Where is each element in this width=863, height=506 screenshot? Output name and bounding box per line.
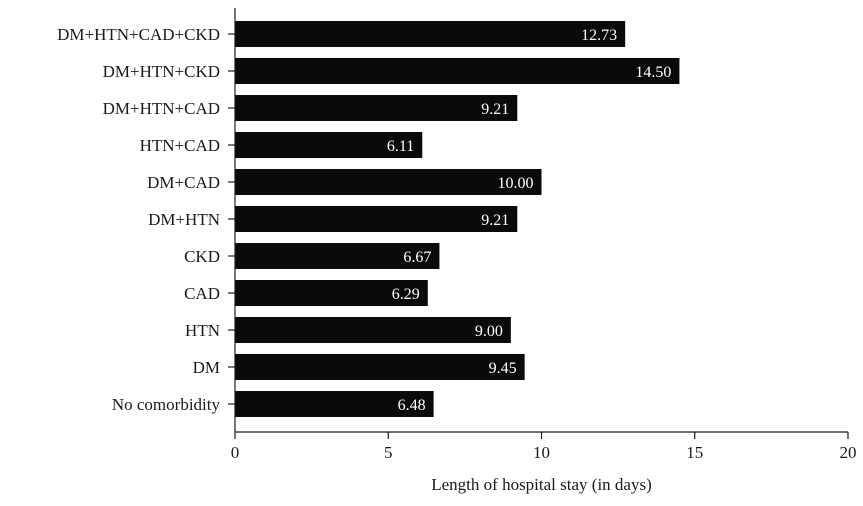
value-label-dm-htn-cad: 9.21 xyxy=(481,101,509,118)
value-label-no-comorbidity: 6.48 xyxy=(398,397,426,414)
value-label-htn: 9.00 xyxy=(475,323,503,340)
y-tick-label-dm: DM xyxy=(193,358,220,377)
value-label-dm-htn-ckd: 14.50 xyxy=(635,64,671,81)
bars-layer: 12.73 14.50 9.21 6.11 10.00 9.21 6.67 6.29 9.00 9… xyxy=(235,21,680,417)
bar-htn xyxy=(235,317,511,343)
y-tick-label-htn: HTN xyxy=(185,321,220,340)
x-tick-label-10: 10 xyxy=(533,443,550,462)
x-axis-title: Length of hospital stay (in days) xyxy=(431,475,652,494)
bar-dm-htn xyxy=(235,206,518,232)
bar-ckd xyxy=(235,243,440,269)
value-label-cad: 6.29 xyxy=(392,286,420,303)
y-tick-label-dm-htn: DM+HTN xyxy=(148,210,220,229)
value-label-htn-cad: 6.11 xyxy=(387,138,414,155)
value-label-dm-cad: 10.00 xyxy=(498,175,534,192)
bar-cad xyxy=(235,280,428,306)
x-tick-label-15: 15 xyxy=(686,443,703,462)
bar-dm-htn-cad-ckd xyxy=(235,21,626,47)
x-tick-label-0: 0 xyxy=(231,443,240,462)
value-label-dm: 9.45 xyxy=(489,360,517,377)
value-label-ckd: 6.67 xyxy=(403,249,431,266)
y-tick-label-cad: CAD xyxy=(184,284,220,303)
y-tick-label-dm-htn-cad: DM+HTN+CAD xyxy=(103,99,220,118)
bar-no-comorbidity xyxy=(235,391,434,417)
bar-dm-htn-cad xyxy=(235,95,518,121)
value-label-dm-htn-cad-ckd: 12.73 xyxy=(581,27,617,44)
y-tick-label-htn-cad: HTN+CAD xyxy=(140,136,220,155)
x-tick-label-5: 5 xyxy=(384,443,393,462)
y-axis-ticks: DM+HTN+CAD+CKD DM+HTN+CKD DM+HTN+CAD HTN+CA… xyxy=(57,25,235,414)
y-tick-label-dm-htn-ckd: DM+HTN+CKD xyxy=(103,62,220,81)
y-tick-label-dm-cad: DM+CAD xyxy=(147,173,220,192)
bar-htn-cad xyxy=(235,132,423,158)
x-tick-label-20: 20 xyxy=(840,443,857,462)
bar-dm-htn-ckd xyxy=(235,58,680,84)
bar-dm xyxy=(235,354,525,380)
bar-dm-cad xyxy=(235,169,542,195)
value-label-dm-htn: 9.21 xyxy=(481,212,509,229)
x-axis-ticks: 0 5 10 15 20 xyxy=(231,432,857,462)
y-tick-label-no-comorbidity: No comorbidity xyxy=(112,395,221,414)
y-tick-label-ckd: CKD xyxy=(184,247,220,266)
y-tick-label-dm-htn-cad-ckd: DM+HTN+CAD+CKD xyxy=(57,25,220,44)
